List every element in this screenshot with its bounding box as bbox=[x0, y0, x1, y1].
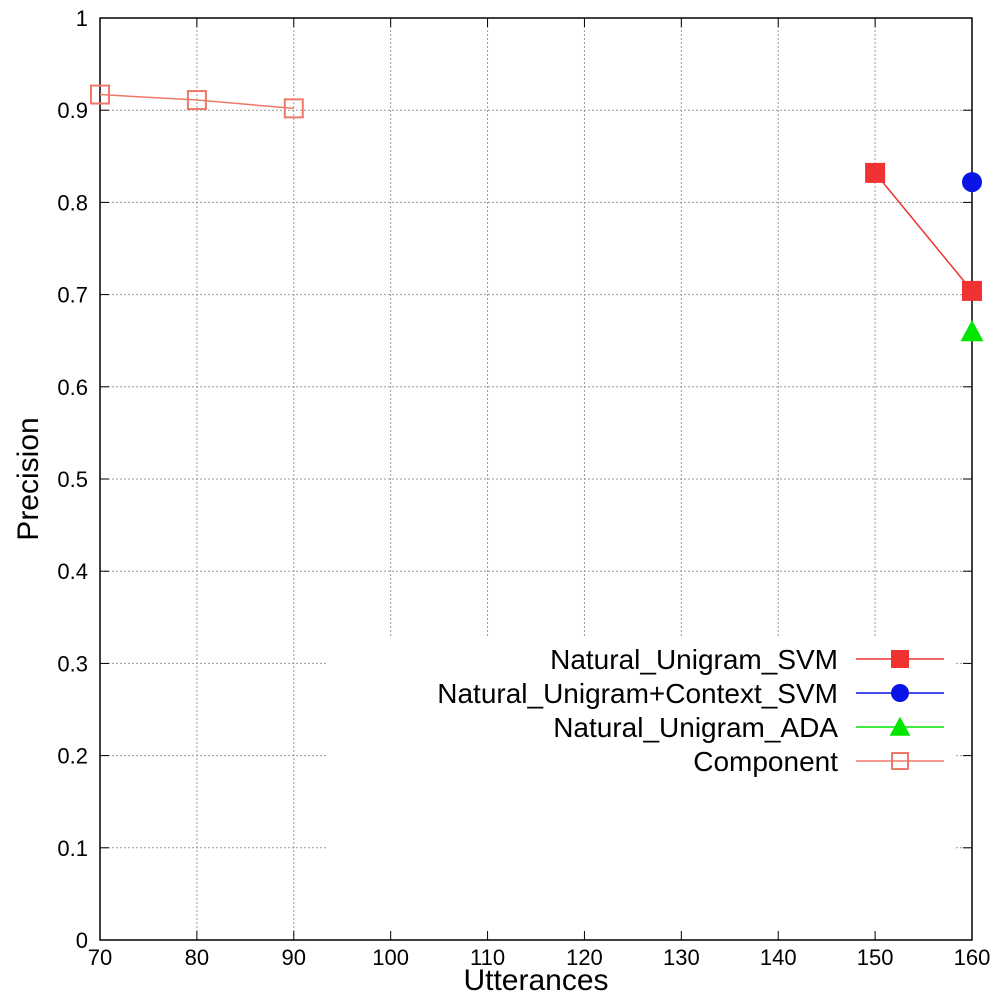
x-tick-label: 90 bbox=[282, 945, 306, 970]
legend-label: Natural_Unigram_SVM bbox=[550, 644, 838, 675]
series-line bbox=[874, 172, 973, 292]
legend-marker bbox=[891, 684, 909, 702]
x-tick-label: 110 bbox=[470, 945, 505, 970]
x-tick-label: 160 bbox=[954, 945, 991, 970]
y-tick-label: 1 bbox=[76, 6, 88, 31]
data-point bbox=[962, 172, 982, 193]
y-tick-label: 0 bbox=[76, 928, 88, 953]
legend-label: Natural_Unigram+Context_SVM bbox=[437, 678, 838, 709]
x-tick-label: 150 bbox=[857, 945, 894, 970]
grid-lines bbox=[100, 18, 972, 940]
data-point bbox=[960, 319, 984, 342]
x-tick-label: 70 bbox=[88, 945, 112, 970]
legend-background bbox=[326, 638, 956, 938]
series-group bbox=[865, 162, 982, 301]
x-tick-label: 120 bbox=[566, 945, 603, 970]
y-tick-label: 0.7 bbox=[57, 283, 88, 308]
data-point bbox=[186, 90, 207, 111]
series-line bbox=[99, 93, 294, 110]
axis-ticks: 70 80 90 100 110 120 130 140 150 160 0 0.1 0.2 0.3 0.4… bbox=[57, 6, 990, 970]
x-tick-label: 130 bbox=[663, 945, 700, 970]
legend-marker bbox=[891, 650, 909, 668]
legend-label: Component bbox=[693, 746, 838, 777]
data-point bbox=[865, 162, 886, 183]
y-tick-label: 0.8 bbox=[57, 190, 88, 215]
x-tick-label: 140 bbox=[760, 945, 797, 970]
y-tick-label: 0.5 bbox=[57, 467, 88, 492]
y-tick-label: 0.9 bbox=[57, 98, 88, 123]
series-group bbox=[960, 319, 984, 342]
y-tick-label: 0.4 bbox=[57, 559, 88, 584]
data-point bbox=[962, 280, 982, 301]
y-tick-label: 0.6 bbox=[57, 375, 88, 400]
y-axis-title: Precision bbox=[12, 417, 45, 540]
legend-label: Natural_Unigram_ADA bbox=[553, 712, 838, 743]
y-tick-label: 0.2 bbox=[57, 744, 88, 769]
x-tick-label: 100 bbox=[372, 945, 409, 970]
series-group bbox=[90, 84, 304, 119]
data-point bbox=[90, 84, 110, 105]
y-tick-label: 0.1 bbox=[57, 836, 88, 861]
data-series bbox=[90, 84, 984, 342]
legend: Natural_Unigram_SVMNatural_Unigram+Conte… bbox=[437, 644, 944, 777]
y-tick-label: 0.3 bbox=[57, 651, 88, 676]
x-axis-title: Utterances bbox=[463, 964, 608, 997]
legend-marker bbox=[889, 716, 911, 736]
series-group bbox=[962, 172, 982, 193]
x-tick-label: 80 bbox=[185, 945, 209, 970]
data-point bbox=[283, 98, 304, 119]
legend-marker bbox=[891, 752, 909, 770]
